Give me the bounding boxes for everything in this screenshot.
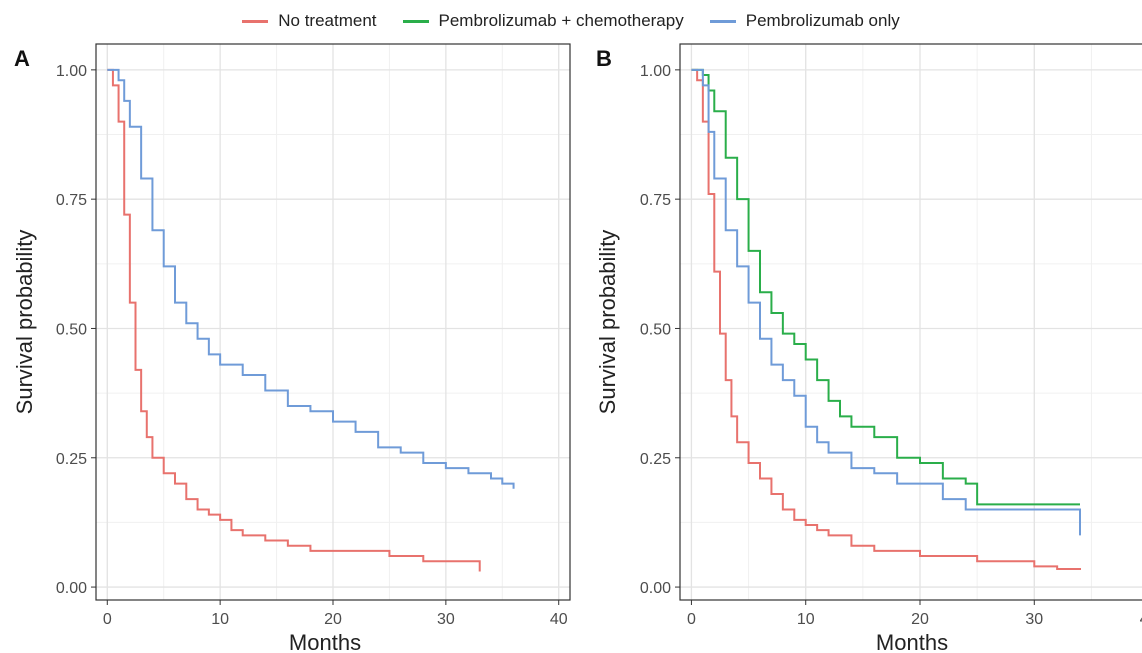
y-tick-label: 1.00 xyxy=(56,63,87,80)
panel-b: 0 10 20 30 40 0.00 0.25 0.50 0.75 1.00 Months Survi… xyxy=(595,43,1142,653)
legend: No treatment Pembrolizumab + chemotherap… xyxy=(0,6,1142,36)
y-tick-label: 0.50 xyxy=(640,321,671,338)
legend-label-no-treatment: No treatment xyxy=(278,11,377,30)
y-tick-label: 0.75 xyxy=(56,192,87,209)
plot-frame xyxy=(679,43,1142,601)
panel-a: 0 10 20 30 40 0.00 0.25 0.50 0.75 1.00 Months Survi… xyxy=(12,43,571,653)
y-tick-label: 0.00 xyxy=(640,580,671,597)
x-tick-label: 10 xyxy=(797,611,815,628)
series-line-no-treatment xyxy=(107,68,481,572)
x-axis-title: Months xyxy=(289,630,361,653)
series-line-pembrolizumab-chemotherapy xyxy=(691,68,1080,506)
y-axis-title: Survival probability xyxy=(12,230,37,415)
series-line-no-treatment xyxy=(691,68,1081,571)
y-tick-label: 0.25 xyxy=(56,451,87,468)
series-line-pembrolizumab-only xyxy=(691,68,1081,536)
x-tick-label: 40 xyxy=(1140,611,1142,628)
x-axis-title: Months xyxy=(876,630,948,653)
x-tick-label: 0 xyxy=(687,611,696,628)
panel-label: B xyxy=(596,46,612,71)
series-line-pembrolizumab-only xyxy=(107,68,515,489)
x-tick-label: 10 xyxy=(211,611,229,628)
legend-item-pembrolizumab-only: Pembrolizumab only xyxy=(709,11,900,31)
x-tick-label: 40 xyxy=(550,611,568,628)
x-tick-label: 0 xyxy=(103,611,112,628)
y-axis-title: Survival probability xyxy=(595,230,620,415)
legend-key-pembrolizumab-chemotherapy xyxy=(402,19,429,23)
panel-label: A xyxy=(14,46,30,71)
x-tick-label: 30 xyxy=(437,611,455,628)
y-tick-label: 0.75 xyxy=(640,192,671,209)
legend-key-no-treatment xyxy=(242,19,269,23)
legend-key-pembrolizumab-only xyxy=(709,19,736,23)
legend-item-no-treatment: No treatment xyxy=(242,11,377,31)
x-tick-label: 30 xyxy=(1025,611,1043,628)
x-tick-label: 20 xyxy=(911,611,929,628)
legend-label-pembrolizumab-chemotherapy: Pembrolizumab + chemotherapy xyxy=(438,11,684,30)
legend-item-pembrolizumab-chemotherapy: Pembrolizumab + chemotherapy xyxy=(402,11,684,31)
y-tick-label: 1.00 xyxy=(640,63,671,80)
y-tick-label: 0.00 xyxy=(56,580,87,597)
x-tick-label: 20 xyxy=(324,611,342,628)
y-tick-label: 0.50 xyxy=(56,321,87,338)
legend-label-pembrolizumab-only: Pembrolizumab only xyxy=(745,11,900,30)
y-tick-label: 0.25 xyxy=(640,451,671,468)
